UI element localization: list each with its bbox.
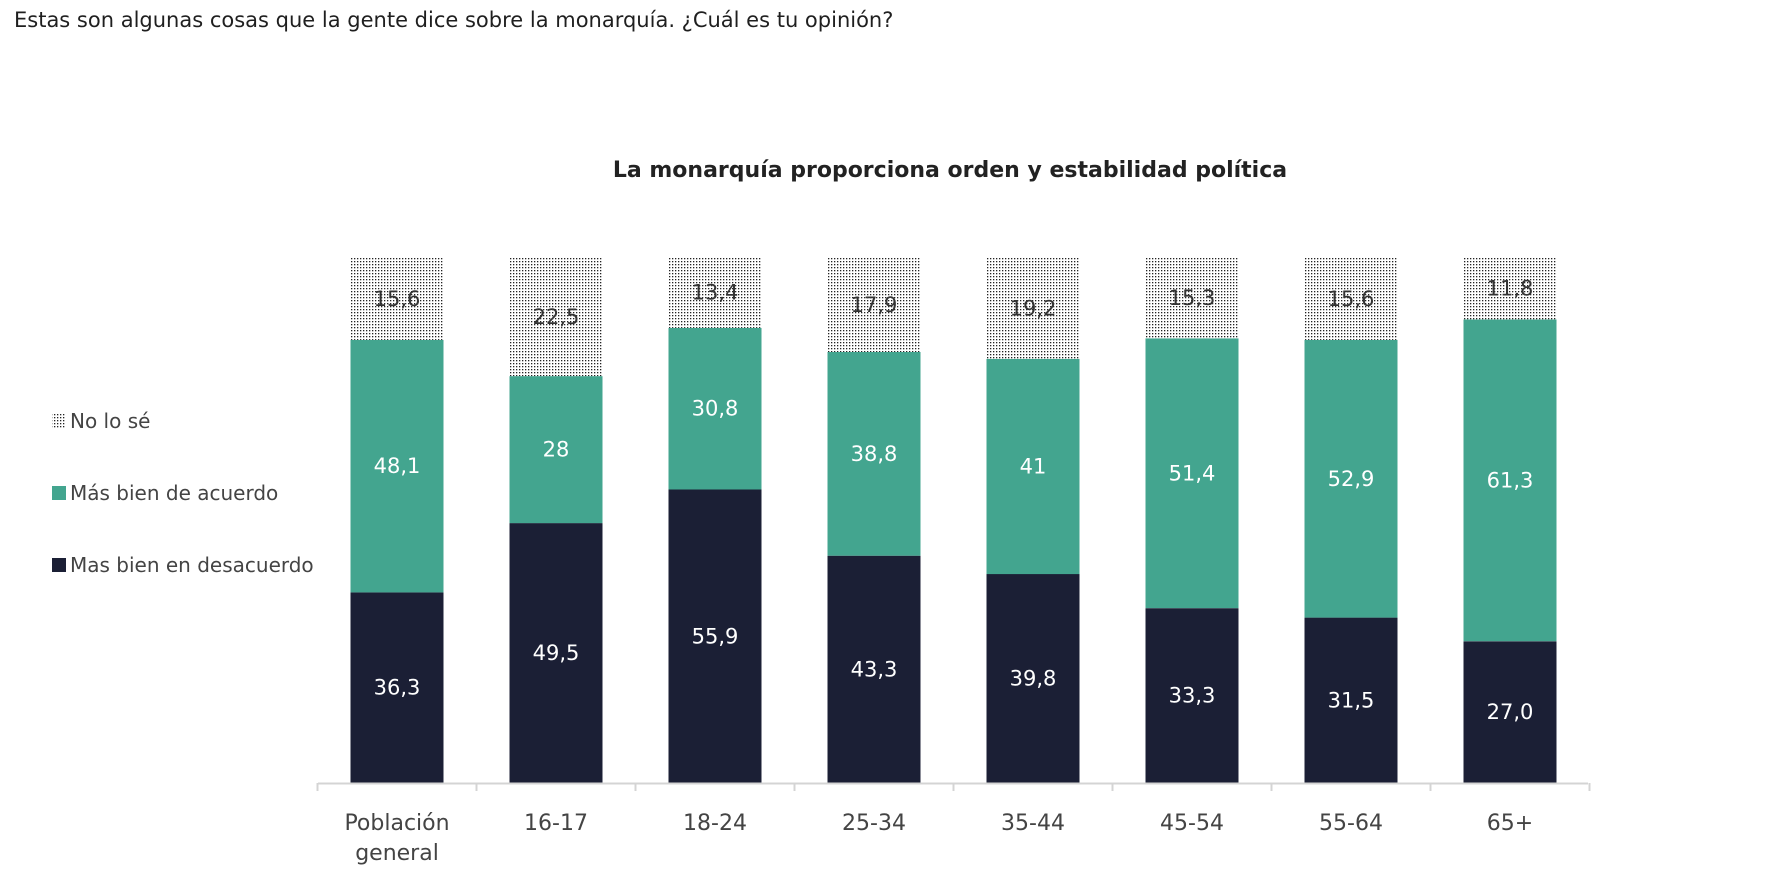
bar-mas-bien-en-desacuerdo-16-17 xyxy=(509,523,603,783)
bar-mas-bien-en-desacuerdo-65 xyxy=(1463,641,1557,784)
x-axis: Población general 16-17 18-24 25-34 35-44 45-5… xyxy=(316,782,1591,866)
x-tick-label-55-64: 55-64 xyxy=(1319,811,1383,836)
data-label-mas-bien-de-acuerdo-45-54: 51,4 xyxy=(1169,461,1216,485)
legend-label-mas-bien-de-acuerdo: Más bien de acuerdo xyxy=(70,481,278,505)
bar-no-lo-se-25-34 xyxy=(827,258,921,352)
x-tick-label-18-24: 18-24 xyxy=(683,811,747,836)
bar-no-lo-se-35-44 xyxy=(986,258,1080,359)
bar-no-lo-se-65 xyxy=(1463,257,1557,320)
data-label-mas-bien-en-desacuerdo-45-54: 33,3 xyxy=(1169,684,1216,708)
x-tick-label-25-34: 25-34 xyxy=(842,811,906,836)
data-label-mas-bien-de-acuerdo-25-34: 38,8 xyxy=(851,442,898,466)
chart-title: La monarquía proporciona orden y estabil… xyxy=(613,158,1287,183)
legend: No lo sé Más bien de acuerdo Mas bien en d… xyxy=(52,409,314,577)
x-tick-label-45-54: 45-54 xyxy=(1160,811,1224,836)
data-label-mas-bien-en-desacuerdo-poblacion-general: 36,3 xyxy=(374,676,421,700)
data-label-no-lo-se-16-17: 22,5 xyxy=(533,305,580,329)
data-label-no-lo-se-45-54: 15,3 xyxy=(1169,286,1216,310)
data-label-mas-bien-de-acuerdo-65: 61,3 xyxy=(1487,468,1534,492)
data-label-no-lo-se-35-44: 19,2 xyxy=(1010,296,1057,320)
x-tick-label-35-44: 35-44 xyxy=(1001,811,1065,836)
data-label-mas-bien-en-desacuerdo-16-17: 49,5 xyxy=(533,641,580,665)
x-tick-label-65: 65+ xyxy=(1487,811,1533,836)
bar-mas-bien-de-acuerdo-poblacion-general xyxy=(350,339,444,593)
data-label-no-lo-se-65: 11,8 xyxy=(1487,277,1534,301)
data-label-mas-bien-de-acuerdo-35-44: 41 xyxy=(1020,454,1047,478)
data-label-mas-bien-de-acuerdo-16-17: 28 xyxy=(543,438,570,462)
bar-mas-bien-de-acuerdo-16-17 xyxy=(509,376,603,524)
legend-swatch-mas-bien-en-desacuerdo xyxy=(52,558,66,572)
data-label-no-lo-se-25-34: 17,9 xyxy=(851,293,898,317)
bar-no-lo-se-55-64 xyxy=(1304,258,1398,340)
bar-mas-bien-de-acuerdo-45-54 xyxy=(1145,338,1239,609)
bar-mas-bien-en-desacuerdo-35-44 xyxy=(986,574,1080,783)
x-tick-label-poblacion-general: Población general xyxy=(344,811,449,866)
bar-mas-bien-en-desacuerdo-55-64 xyxy=(1304,617,1398,783)
data-label-mas-bien-en-desacuerdo-65: 27,0 xyxy=(1487,700,1534,724)
bar-mas-bien-de-acuerdo-35-44 xyxy=(986,358,1080,575)
data-label-mas-bien-de-acuerdo-55-64: 52,9 xyxy=(1328,467,1375,491)
data-label-mas-bien-de-acuerdo-poblacion-general: 48,1 xyxy=(374,454,421,478)
bar-mas-bien-en-desacuerdo-poblacion-general xyxy=(350,592,444,783)
data-label-mas-bien-en-desacuerdo-25-34: 43,3 xyxy=(851,657,898,681)
bar-no-lo-se-45-54 xyxy=(1145,258,1239,339)
bar-mas-bien-de-acuerdo-25-34 xyxy=(827,352,921,556)
data-label-no-lo-se-poblacion-general: 15,6 xyxy=(374,287,421,311)
data-label-mas-bien-de-acuerdo-18-24: 30,8 xyxy=(692,397,739,421)
legend-swatch-mas-bien-de-acuerdo xyxy=(52,486,66,500)
bar-mas-bien-en-desacuerdo-45-54 xyxy=(1145,608,1239,783)
bars-group: 36,3 48,1 15,6 49,5 28 22,5 55,9 30,8 13,4 43,3 38… xyxy=(350,257,1557,784)
bar-no-lo-se-16-17 xyxy=(509,258,603,377)
bar-mas-bien-en-desacuerdo-25-34 xyxy=(827,555,921,783)
data-label-no-lo-se-18-24: 13,4 xyxy=(692,281,739,305)
bar-mas-bien-de-acuerdo-55-64 xyxy=(1304,339,1398,618)
bar-no-lo-se-poblacion-general xyxy=(350,258,444,340)
data-label-no-lo-se-55-64: 15,6 xyxy=(1328,287,1375,311)
bar-mas-bien-de-acuerdo-65 xyxy=(1463,319,1557,642)
x-tick-label-16-17: 16-17 xyxy=(524,811,588,836)
data-label-mas-bien-en-desacuerdo-55-64: 31,5 xyxy=(1328,688,1375,712)
bar-mas-bien-de-acuerdo-18-24 xyxy=(668,327,762,490)
question-text: Estas son algunas cosas que la gente dic… xyxy=(14,8,894,32)
bar-no-lo-se-18-24 xyxy=(668,257,762,328)
legend-swatch-no-lo-se xyxy=(52,414,66,428)
bar-mas-bien-en-desacuerdo-18-24 xyxy=(668,489,762,783)
legend-label-no-lo-se: No lo sé xyxy=(70,409,150,433)
data-label-mas-bien-en-desacuerdo-18-24: 55,9 xyxy=(692,624,739,648)
legend-label-mas-bien-en-desacuerdo: Mas bien en desacuerdo xyxy=(70,553,314,577)
data-label-mas-bien-en-desacuerdo-35-44: 39,8 xyxy=(1010,667,1057,691)
